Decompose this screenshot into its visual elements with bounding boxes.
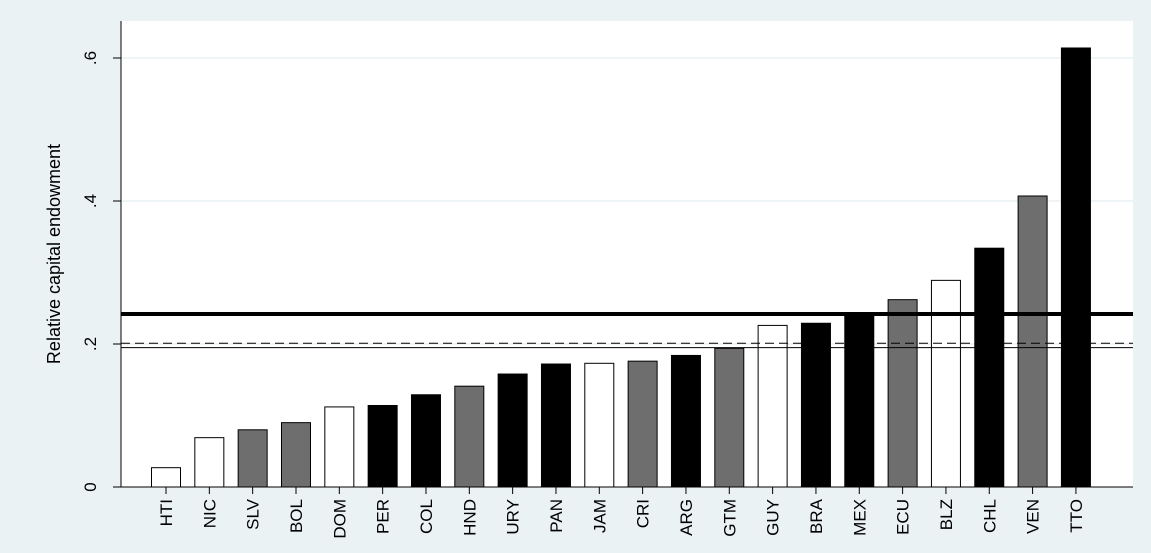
x-tick-label: BOL [287, 499, 306, 533]
x-tick-label: BLZ [937, 499, 956, 530]
bar-slv [237, 429, 268, 488]
bar-chl [974, 247, 1005, 488]
x-tick-label: BRA [807, 498, 826, 534]
bar-hnd [454, 385, 485, 488]
bar-nic [194, 437, 225, 488]
bar-mex [844, 312, 875, 488]
x-tick-label: COL [417, 499, 436, 534]
bar-bra [800, 322, 831, 488]
y-tick-label: .2 [81, 337, 100, 351]
bar-gtm [714, 347, 745, 488]
y-axis-title: Relative capital endowment [44, 144, 64, 364]
bar-ury [497, 373, 528, 488]
bar-cri [627, 360, 658, 488]
bar-arg [670, 354, 701, 488]
bar-blz [930, 279, 961, 488]
y-tick-label: 0 [81, 482, 100, 491]
bar-pan [540, 363, 571, 488]
y-tick-label: .6 [81, 51, 100, 65]
gridlines [121, 57, 1133, 345]
bar-hti [151, 467, 181, 488]
bar-per [367, 404, 398, 488]
bar-ven [1017, 195, 1048, 488]
x-tick-label: GUY [764, 499, 783, 536]
bar-jam [584, 362, 615, 488]
x-tick-label: HND [460, 499, 479, 536]
x-tick-label: DOM [330, 499, 349, 539]
bar-guy [757, 324, 788, 488]
bar-tto [1060, 47, 1091, 488]
x-tick-label: MEX [850, 499, 869, 536]
x-tick-label: PAN [547, 499, 566, 533]
reference-lines [121, 311, 1133, 349]
x-tick-label: TTO [1067, 499, 1086, 533]
x-tick-label: SLV [244, 498, 263, 530]
x-tick-label: HTI [157, 499, 176, 526]
x-tick-label: ARG [677, 499, 696, 536]
x-tick-label: CHL [980, 499, 999, 533]
plot-area [121, 21, 1133, 487]
bars [151, 47, 1091, 488]
x-tick-label: GTM [720, 499, 739, 537]
x-tick-label: VEN [1024, 499, 1043, 534]
bar-col [410, 394, 441, 488]
x-tick-label: NIC [200, 499, 219, 528]
bar-ecu [887, 299, 918, 488]
x-tick-label: ECU [894, 499, 913, 535]
bar-dom [324, 406, 355, 488]
x-tick-label: PER [374, 499, 393, 534]
axes: 0 .2 .4 .6 HTI NIC SLV BOL DOM PER COL HND URY PAN JAM… [81, 21, 1133, 539]
bar-bol [280, 422, 311, 488]
y-tick-label: .4 [81, 194, 100, 208]
x-tick-label: CRI [634, 499, 653, 528]
x-tick-label: URY [504, 499, 523, 535]
x-tick-label: JAM [590, 499, 609, 533]
